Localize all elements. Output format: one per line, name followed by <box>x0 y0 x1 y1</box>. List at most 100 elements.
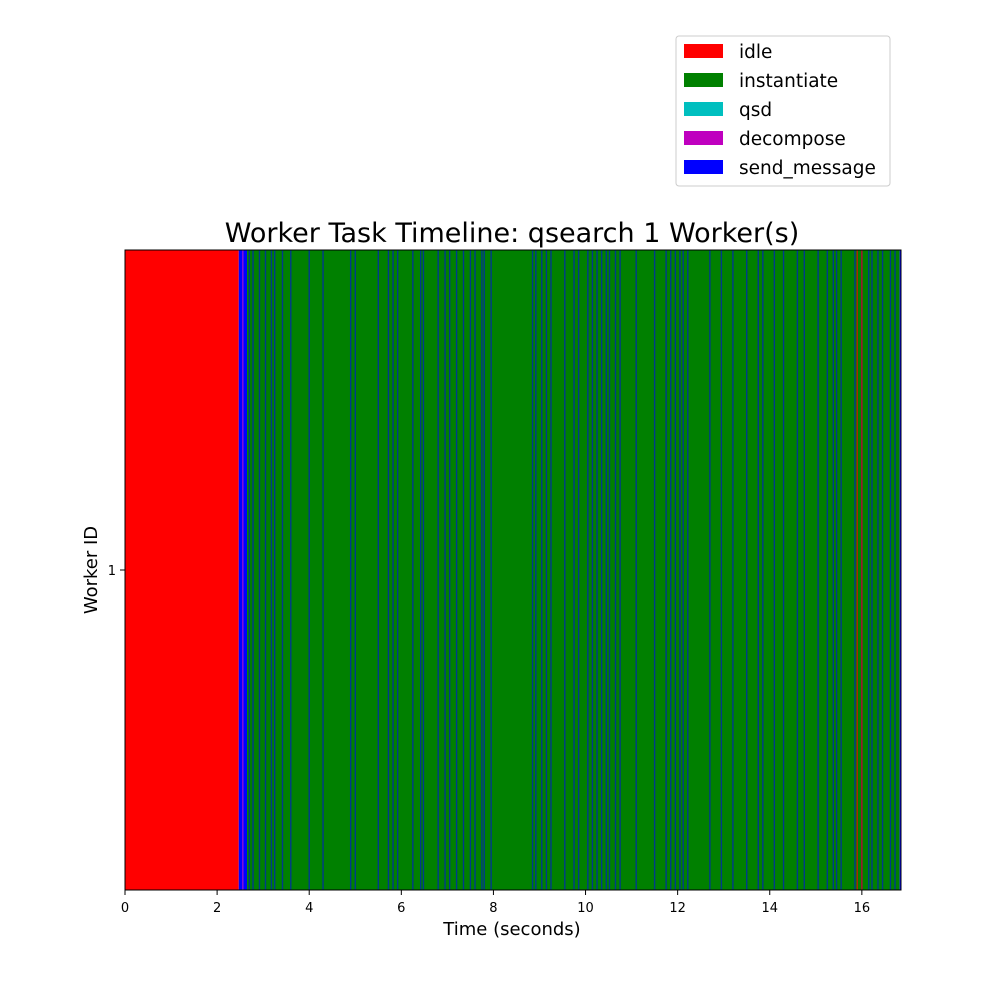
chart-title: Worker Task Timeline: qsearch 1 Worker(s… <box>225 218 799 249</box>
send-message-marker-62 <box>803 250 805 890</box>
send-message-marker-4 <box>270 250 273 890</box>
timeline-segments <box>125 250 901 890</box>
send-message-marker-71 <box>871 250 873 890</box>
idle-marker-1 <box>861 250 863 890</box>
x-tick-label-6: 6 <box>397 901 405 916</box>
plot-area <box>125 250 901 890</box>
legend-frame <box>675 35 891 187</box>
send-message-marker-51 <box>682 250 684 890</box>
send-message-marker-57 <box>757 250 759 890</box>
x-tick-label-14: 14 <box>761 901 778 916</box>
send-message-marker-52 <box>687 250 689 890</box>
send-message-marker-60 <box>782 250 785 890</box>
y-axis: 1 <box>108 564 125 579</box>
send-message-marker-12 <box>377 250 379 890</box>
send-message-marker-39 <box>596 250 598 890</box>
send-message-marker-15 <box>396 250 399 890</box>
send-message-marker-55 <box>732 250 734 890</box>
send-message-marker-59 <box>773 250 776 890</box>
x-tick-label-2: 2 <box>213 901 221 916</box>
send-message-marker-65 <box>832 250 835 890</box>
segment-idle-0 <box>125 250 239 890</box>
legend-label-idle: idle <box>739 42 772 63</box>
send-message-marker-42 <box>608 250 611 890</box>
legend-swatch-instantiate <box>684 73 723 87</box>
send-message-marker-67 <box>840 250 842 890</box>
send-message-marker-20 <box>444 250 446 890</box>
send-message-marker-61 <box>796 250 799 890</box>
send-message-marker-29 <box>531 250 534 890</box>
send-message-marker-26 <box>481 250 483 890</box>
legend: idle instantiate qsd decompose send_message <box>675 35 891 187</box>
send-message-marker-74 <box>889 250 892 890</box>
legend-swatch-qsd <box>684 102 723 116</box>
send-message-marker-45 <box>635 250 637 890</box>
send-message-marker-48 <box>670 250 672 890</box>
send-message-marker-41 <box>605 250 607 890</box>
x-tick-label-12: 12 <box>669 901 686 916</box>
send-message-marker-72 <box>877 250 879 890</box>
legend-label-decompose: decompose <box>739 129 846 150</box>
legend-swatch-send_message <box>684 160 723 174</box>
segment-decompose-2 <box>242 250 244 890</box>
send-message-marker-66 <box>835 250 838 890</box>
send-message-marker-23 <box>462 250 465 890</box>
send-message-marker-37 <box>587 250 589 890</box>
legend-label-send_message: send_message <box>739 158 876 179</box>
send-message-marker-7 <box>290 250 292 890</box>
send-message-marker-75 <box>894 250 896 890</box>
send-message-marker-16 <box>412 250 414 890</box>
send-message-marker-31 <box>541 250 543 890</box>
send-message-marker-10 <box>349 250 352 890</box>
send-message-marker-6 <box>281 250 284 890</box>
send-message-marker-43 <box>614 250 617 890</box>
send-message-marker-36 <box>577 250 580 890</box>
send-message-marker-3 <box>264 250 267 890</box>
legend-label-instantiate: instantiate <box>739 71 838 92</box>
send-message-marker-24 <box>469 250 472 890</box>
legend-swatch-idle <box>684 44 723 58</box>
segment-send_message-1 <box>238 250 243 890</box>
send-message-marker-5 <box>273 250 276 890</box>
y-axis-label: Worker ID <box>81 526 102 614</box>
send-message-marker-38 <box>591 250 594 890</box>
send-message-marker-0 <box>248 250 251 890</box>
send-message-marker-33 <box>550 250 552 890</box>
send-message-marker-35 <box>573 250 575 890</box>
send-message-marker-70 <box>868 250 870 890</box>
send-message-marker-49 <box>674 250 677 890</box>
send-message-marker-8 <box>308 250 310 890</box>
send-message-marker-58 <box>762 250 764 890</box>
send-message-marker-13 <box>387 250 390 890</box>
send-message-marker-27 <box>483 250 485 890</box>
send-message-marker-73 <box>881 250 884 890</box>
x-tick-label-4: 4 <box>305 901 313 916</box>
x-tick-label-0: 0 <box>121 901 129 916</box>
legend-label-qsd: qsd <box>739 100 772 121</box>
send-message-marker-22 <box>455 250 458 890</box>
legend-swatch-decompose <box>684 131 723 145</box>
send-message-marker-21 <box>448 250 451 890</box>
send-message-marker-14 <box>392 250 394 890</box>
send-message-marker-30 <box>535 250 537 890</box>
x-axis: 0 2 4 6 8 10 12 14 16 <box>121 890 870 916</box>
segment-send_message-3 <box>243 250 248 890</box>
send-message-marker-46 <box>653 250 656 890</box>
send-message-marker-2 <box>258 250 261 890</box>
send-message-marker-19 <box>437 250 439 890</box>
send-message-marker-28 <box>490 250 492 890</box>
timeline-markers <box>248 250 896 890</box>
x-tick-label-10: 10 <box>577 901 594 916</box>
send-message-marker-44 <box>619 250 621 890</box>
send-message-marker-64 <box>826 250 829 890</box>
send-message-marker-1 <box>252 250 254 890</box>
send-message-marker-34 <box>564 250 566 890</box>
segment-send_message-5 <box>899 250 901 890</box>
send-message-marker-63 <box>817 250 819 890</box>
send-message-marker-56 <box>746 250 748 890</box>
send-message-marker-11 <box>354 250 356 890</box>
send-message-marker-68 <box>854 250 856 890</box>
send-message-marker-50 <box>679 250 681 890</box>
send-message-marker-18 <box>422 250 425 890</box>
